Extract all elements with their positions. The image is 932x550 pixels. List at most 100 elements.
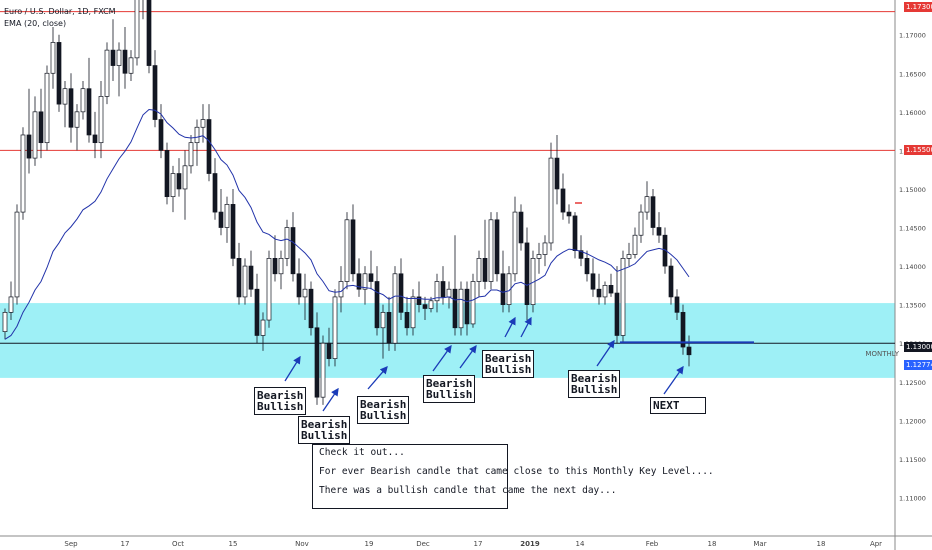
x-tick-label: 15 (229, 540, 238, 548)
commentary-line-1: Check it out... (319, 447, 405, 458)
candle-body (392, 273, 398, 344)
candle-body (50, 42, 56, 74)
candle-body (128, 57, 134, 74)
candle-body (380, 311, 386, 329)
candle-body (80, 88, 86, 113)
candle-body (248, 265, 254, 290)
candle-body (356, 273, 362, 290)
candle-body (32, 111, 38, 159)
candle-body (578, 250, 584, 259)
symbol-title[interactable]: Euro / U.S. Dollar, 1D, FXCM (4, 7, 116, 16)
candle-body (296, 273, 302, 298)
candle-body (98, 96, 104, 144)
candle-body (68, 88, 74, 128)
candle-body (362, 273, 368, 290)
candle-body (614, 292, 620, 336)
candle-body (626, 254, 632, 259)
candle-body (632, 234, 638, 255)
ema-20-line (4, 108, 690, 340)
candle-body (164, 150, 170, 198)
price-tag-upper-resistance: 1.17300 (904, 2, 932, 12)
candle-body (500, 273, 506, 305)
candle-body (638, 211, 644, 236)
candle-body (254, 288, 260, 336)
candle-body (590, 273, 596, 290)
x-tick-label: 17 (121, 540, 130, 548)
candle-body (320, 342, 326, 398)
annotation-bearish-bullish-4[interactable]: Bearish Bullish (423, 375, 476, 403)
candle-body (20, 134, 26, 213)
monthly-key-zone (0, 303, 895, 378)
candle-body (488, 219, 494, 282)
candle-body (332, 296, 338, 359)
y-tick-label: 1.11000 (899, 494, 926, 502)
candle-body (422, 304, 428, 309)
candle-body (518, 211, 524, 244)
candle-body (206, 119, 212, 174)
annotation-arrow (367, 366, 388, 390)
candle-body (644, 196, 650, 213)
candle-body (14, 211, 20, 298)
ema-indicator-label[interactable]: EMA (20, close) (4, 19, 67, 28)
candle-body (278, 258, 284, 275)
annotation-bearish-bullish-2[interactable]: Bearish Bullish (298, 416, 351, 444)
commentary-box[interactable]: Check it out... For ever Bearish candle … (312, 444, 714, 509)
candle-body (218, 211, 224, 228)
candle-body (458, 288, 464, 329)
x-tick-label: Oct (172, 540, 184, 548)
candle-body (374, 281, 380, 329)
candle-body (464, 288, 470, 325)
y-tick-label: 1.14500 (899, 225, 926, 233)
candle-body (560, 188, 566, 213)
annotation-arrow (504, 316, 516, 338)
candle-body (506, 273, 512, 305)
candle-body (596, 288, 602, 298)
candle-body (620, 258, 626, 336)
price-tag-last-price: 1.12774 (904, 360, 932, 370)
candle-body (554, 157, 560, 190)
x-tick-label: Feb (646, 540, 659, 548)
y-tick-label: 1.16000 (899, 109, 926, 117)
y-tick-label: 1.15000 (899, 186, 926, 194)
candle-body (470, 281, 476, 325)
x-tick-label: 18 (708, 540, 717, 548)
candle-body (158, 119, 164, 151)
x-tick-label: Mar (753, 540, 766, 548)
annotation-bearish-bullish-3[interactable]: Bearish Bullish (357, 396, 410, 424)
candle-body (686, 346, 692, 356)
candle-body (368, 273, 374, 282)
candle-body (56, 42, 62, 105)
annotation-bearish-bullish-5[interactable]: Bearish Bullish (482, 350, 535, 378)
x-tick-label: Apr (870, 540, 882, 548)
x-tick-label: 14 (576, 540, 585, 548)
candle-body (602, 285, 608, 298)
annotation-arrow (459, 344, 477, 369)
candle-body (104, 49, 110, 97)
commentary-line-3: There was a bullish candle that came the… (319, 485, 617, 496)
annotation-arrow (432, 344, 452, 372)
candle-body (200, 119, 206, 128)
candle-body (656, 227, 662, 236)
candle-body (572, 215, 578, 251)
annotation-next[interactable]: NEXT (650, 397, 706, 414)
candle-body (224, 204, 230, 228)
annotation-bearish-bullish-6[interactable]: Bearish Bullish (568, 370, 621, 398)
candle-body (230, 204, 236, 259)
candle-body (344, 219, 350, 282)
x-tick-label: 19 (365, 540, 374, 548)
candle-body (674, 296, 680, 313)
candle-body (152, 65, 158, 120)
chart-legend: Euro / U.S. Dollar, 1D, FXCM EMA (20, cl… (4, 6, 116, 30)
candle-body (74, 111, 80, 128)
candle-body (92, 134, 98, 144)
x-tick-label: Sep (64, 540, 78, 548)
candle-body (680, 311, 686, 348)
candle-body (62, 88, 68, 105)
candle-body (302, 288, 308, 298)
candle-body (476, 258, 482, 282)
candle-body (446, 288, 452, 298)
annotation-bearish-bullish-1[interactable]: Bearish Bullish (254, 387, 307, 415)
candle-body (584, 258, 590, 275)
